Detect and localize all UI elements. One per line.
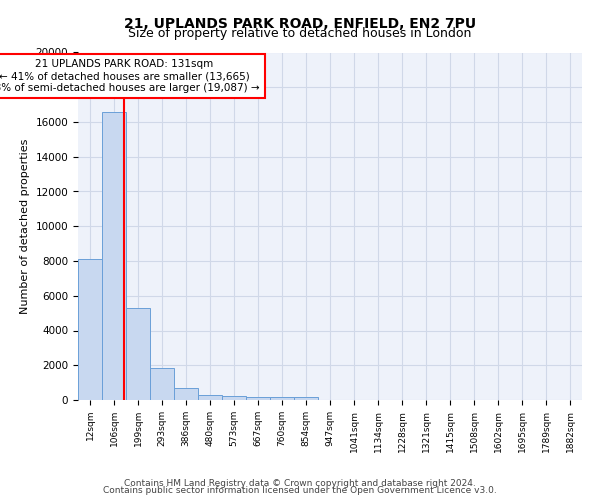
Bar [246,396,270,400]
Bar [102,112,126,400]
Bar [150,368,174,400]
Text: Size of property relative to detached houses in London: Size of property relative to detached ho… [128,28,472,40]
Bar [222,396,246,400]
Bar [294,398,318,400]
Text: 21 UPLANDS PARK ROAD: 131sqm
← 41% of detached houses are smaller (13,665)
58% o: 21 UPLANDS PARK ROAD: 131sqm ← 41% of de… [0,60,260,92]
Text: Contains HM Land Registry data © Crown copyright and database right 2024.: Contains HM Land Registry data © Crown c… [124,478,476,488]
Text: 21, UPLANDS PARK ROAD, ENFIELD, EN2 7PU: 21, UPLANDS PARK ROAD, ENFIELD, EN2 7PU [124,16,476,30]
Y-axis label: Number of detached properties: Number of detached properties [20,138,30,314]
Bar [198,395,222,400]
Text: Contains public sector information licensed under the Open Government Licence v3: Contains public sector information licen… [103,486,497,495]
Bar [126,308,150,400]
Bar [270,397,294,400]
Bar [174,388,198,400]
Bar [78,260,102,400]
